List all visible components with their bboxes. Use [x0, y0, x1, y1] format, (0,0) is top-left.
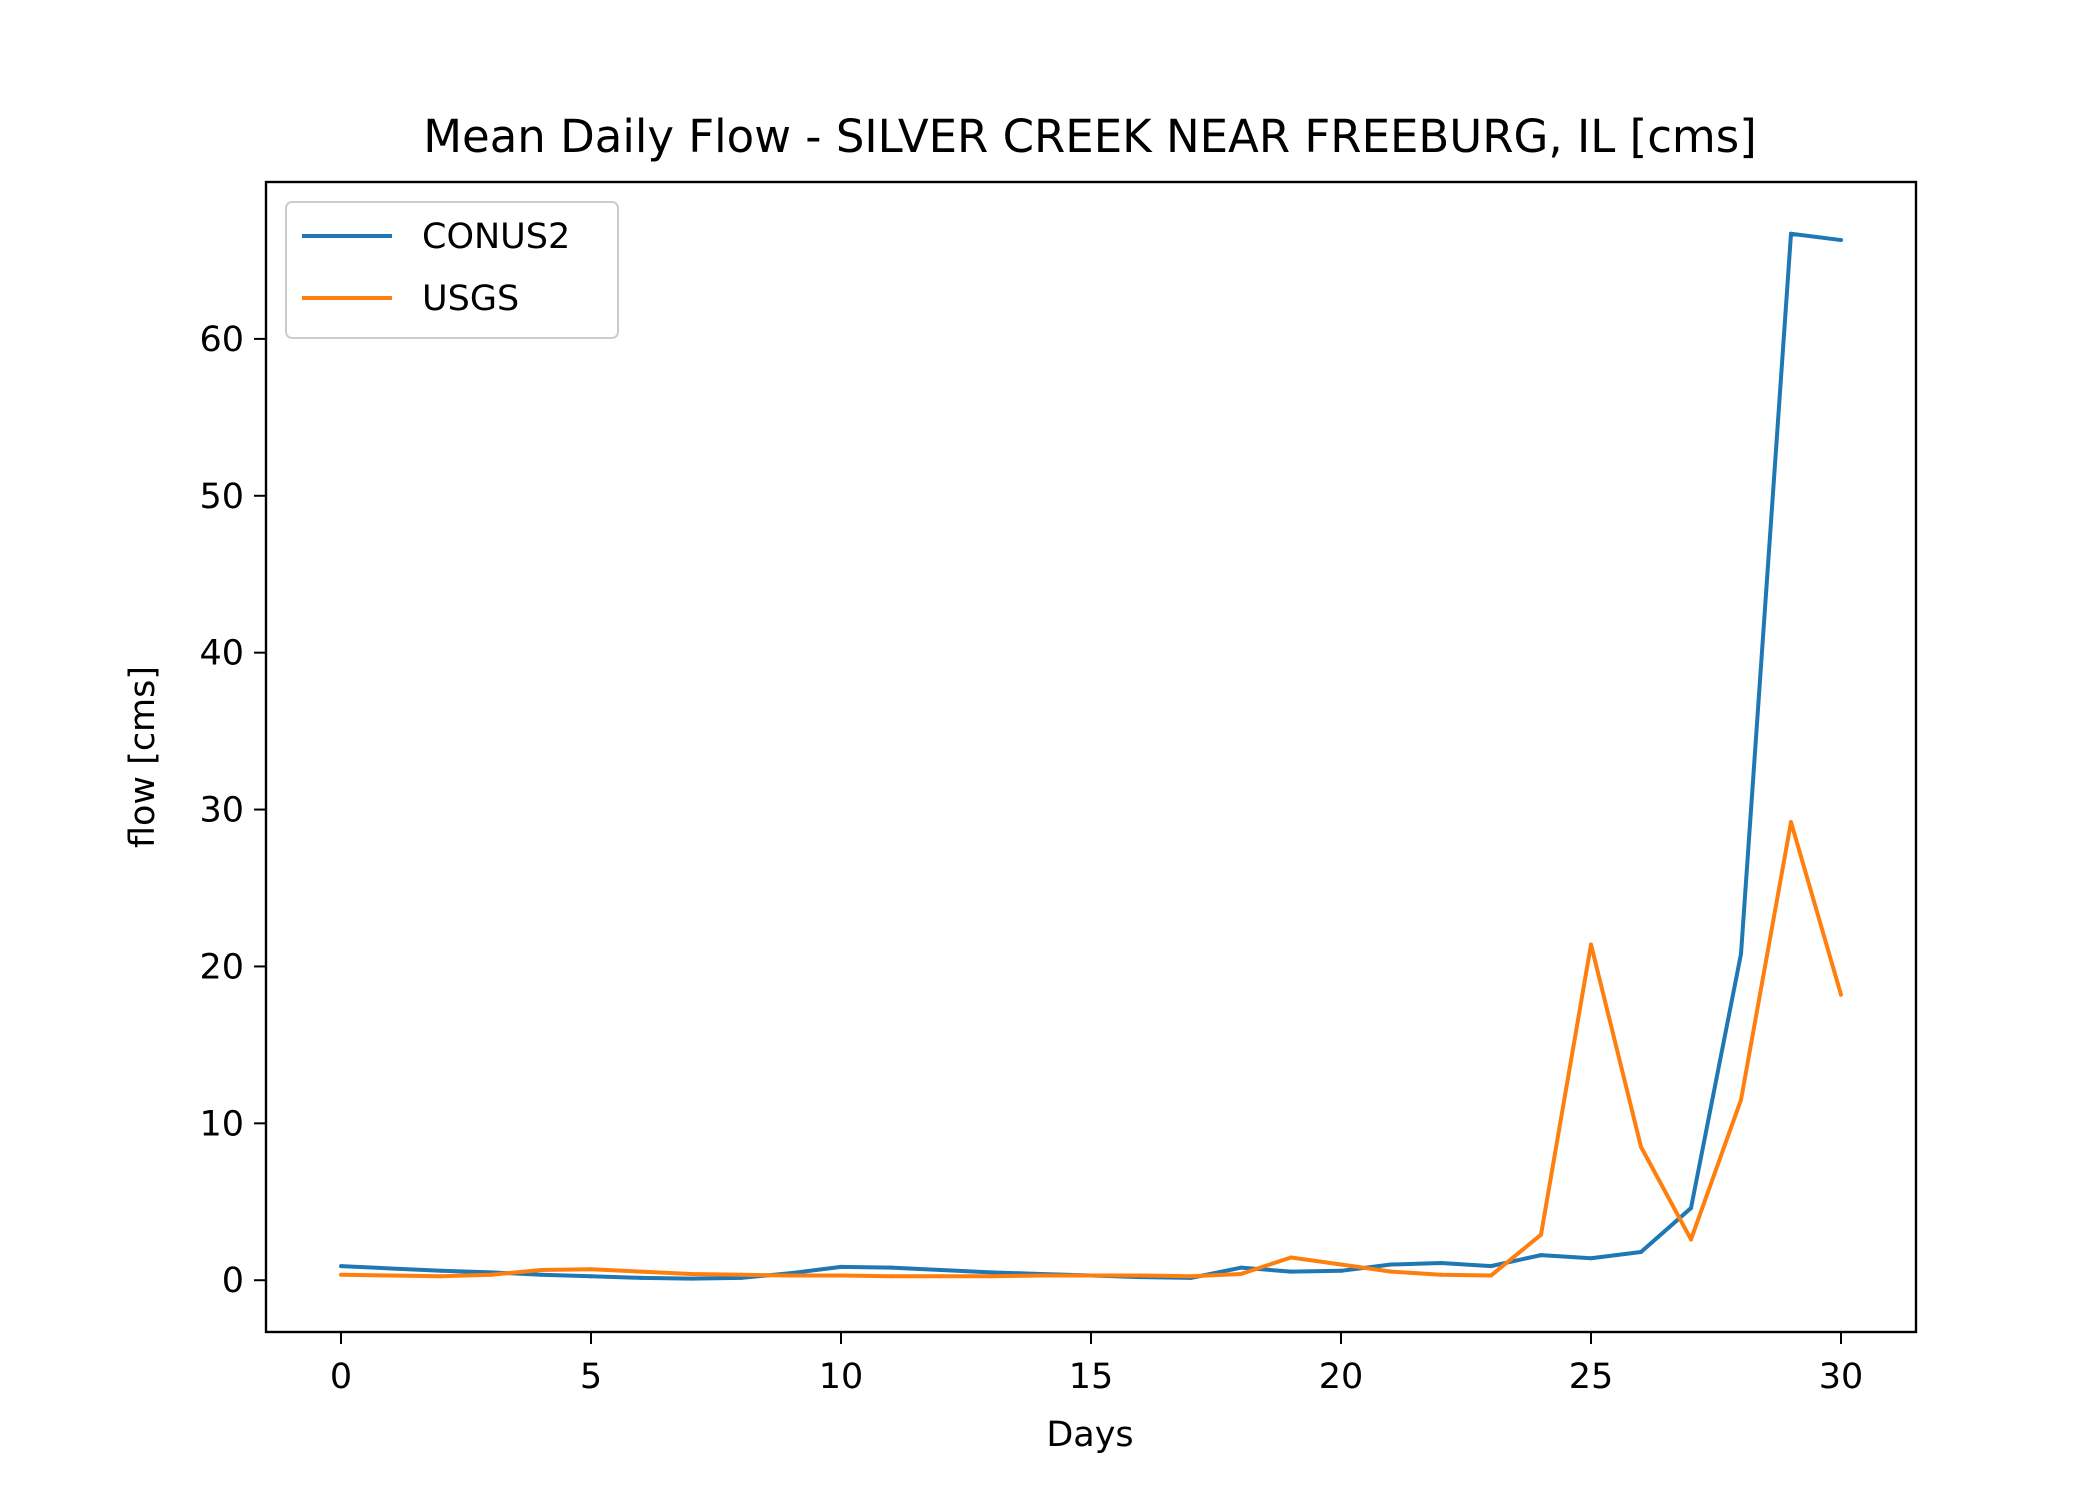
data-point-conus2	[1539, 1253, 1543, 1258]
series-points-usgs	[339, 820, 1843, 1279]
data-point-conus2	[389, 1266, 393, 1271]
data-point-usgs	[689, 1271, 693, 1276]
x-tick-label: 0	[330, 1357, 352, 1397]
legend-label-usgs: USGS	[422, 279, 519, 319]
y-tick-label: 10	[199, 1104, 244, 1144]
legend: CONUS2 USGS	[285, 201, 619, 339]
chart-title: Mean Daily Flow - SILVER CREEK NEAR FREE…	[423, 110, 1757, 163]
data-point-conus2	[1439, 1260, 1443, 1265]
data-point-usgs	[1739, 1097, 1743, 1102]
y-tick-label: 50	[199, 477, 244, 517]
data-point-usgs	[839, 1273, 843, 1278]
data-point-usgs	[1439, 1272, 1443, 1277]
y-axis: 0 10 20 30 40 50 60	[199, 320, 266, 1301]
data-point-conus2	[839, 1264, 843, 1269]
data-point-conus2	[739, 1275, 743, 1280]
data-point-usgs	[389, 1273, 393, 1278]
series-layer	[339, 231, 1843, 1281]
data-point-usgs	[1689, 1237, 1693, 1242]
data-point-conus2	[1639, 1249, 1643, 1254]
data-point-usgs	[1489, 1273, 1493, 1278]
data-point-conus2	[1239, 1265, 1243, 1270]
data-point-usgs	[1189, 1274, 1193, 1279]
data-point-usgs	[489, 1272, 493, 1277]
data-point-conus2	[339, 1264, 343, 1269]
data-point-usgs	[1589, 942, 1593, 947]
data-point-conus2	[1389, 1262, 1393, 1267]
data-point-conus2	[589, 1274, 593, 1279]
data-point-conus2	[1689, 1206, 1693, 1211]
data-point-conus2	[989, 1270, 993, 1275]
data-point-usgs	[1339, 1262, 1343, 1267]
data-point-conus2	[1589, 1256, 1593, 1261]
x-tick-label: 25	[1569, 1357, 1614, 1397]
data-point-usgs	[339, 1272, 343, 1277]
data-point-usgs	[1839, 992, 1843, 997]
data-point-conus2	[939, 1268, 943, 1273]
data-point-conus2	[1339, 1268, 1343, 1273]
data-point-conus2	[1489, 1264, 1493, 1269]
data-point-usgs	[789, 1273, 793, 1278]
y-tick-label: 40	[199, 634, 244, 674]
data-point-conus2	[1789, 231, 1793, 236]
legend-label-conus2: CONUS2	[422, 217, 570, 257]
data-point-usgs	[439, 1274, 443, 1279]
y-tick-label: 20	[199, 947, 244, 987]
x-tick-label: 20	[1319, 1357, 1364, 1397]
y-axis-label: flow [cms]	[123, 666, 163, 848]
x-tick-label: 30	[1819, 1357, 1864, 1397]
data-point-conus2	[689, 1276, 693, 1281]
data-point-usgs	[1539, 1232, 1543, 1237]
data-point-usgs	[539, 1268, 543, 1273]
data-point-conus2	[889, 1265, 893, 1270]
data-point-usgs	[1089, 1273, 1093, 1278]
data-point-conus2	[539, 1272, 543, 1277]
data-point-usgs	[939, 1274, 943, 1279]
x-axis: 0 5 10 15 20 25 30	[330, 1332, 1863, 1397]
y-tick-label: 30	[199, 791, 244, 831]
x-axis-label: Days	[1046, 1415, 1133, 1455]
data-point-usgs	[739, 1272, 743, 1277]
series-points-conus2	[339, 231, 1843, 1281]
data-point-usgs	[1239, 1271, 1243, 1276]
data-point-usgs	[1039, 1273, 1043, 1278]
data-point-usgs	[1639, 1144, 1643, 1149]
x-tick-label: 5	[580, 1357, 602, 1397]
data-point-usgs	[1139, 1273, 1143, 1278]
y-tick-label: 0	[222, 1261, 244, 1301]
x-tick-label: 15	[1069, 1357, 1114, 1397]
data-point-usgs	[589, 1267, 593, 1272]
data-point-conus2	[1739, 951, 1743, 956]
data-point-usgs	[989, 1274, 993, 1279]
data-point-conus2	[1289, 1269, 1293, 1274]
y-tick-label: 60	[199, 320, 244, 360]
data-point-conus2	[439, 1268, 443, 1273]
x-tick-label: 10	[819, 1357, 864, 1397]
data-point-usgs	[639, 1269, 643, 1274]
data-point-usgs	[1289, 1255, 1293, 1260]
data-point-usgs	[1789, 820, 1793, 825]
data-point-conus2	[639, 1275, 643, 1280]
data-point-conus2	[1839, 238, 1843, 243]
data-point-usgs	[1389, 1269, 1393, 1274]
data-point-usgs	[889, 1274, 893, 1279]
